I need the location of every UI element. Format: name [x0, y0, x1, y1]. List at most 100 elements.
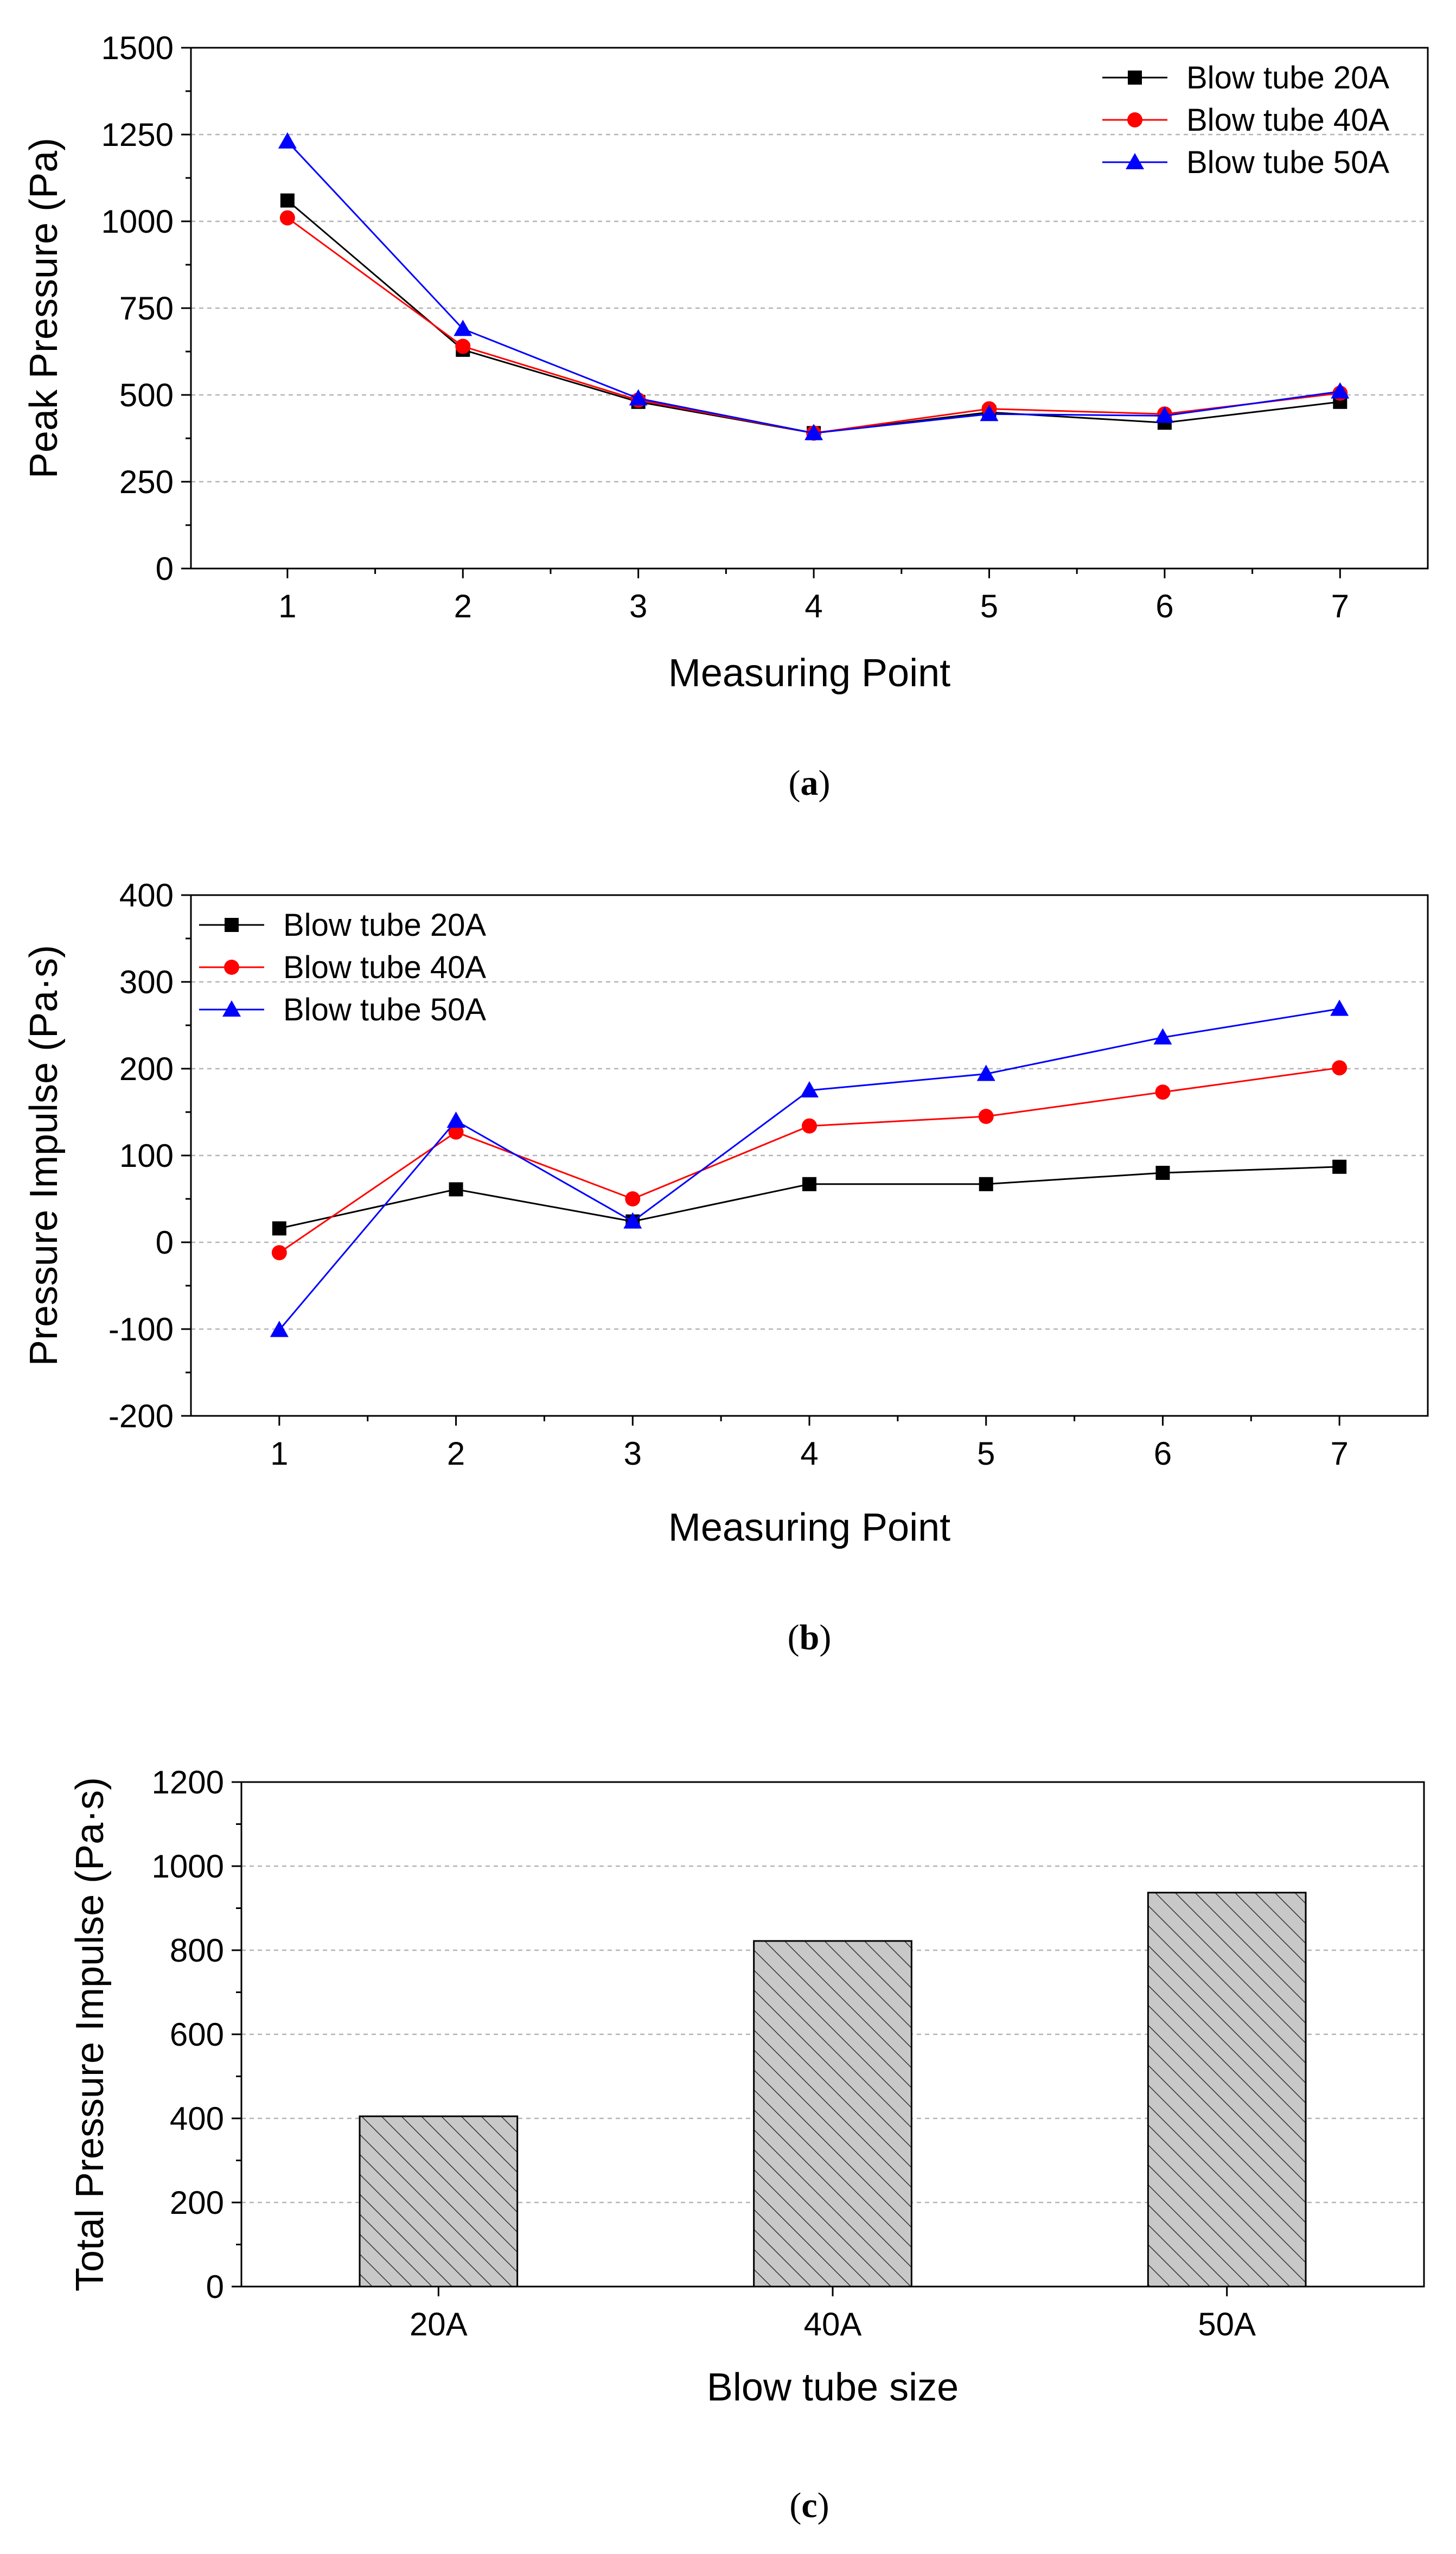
data-point: [1330, 999, 1349, 1016]
y-tick-label: 1250: [101, 117, 174, 153]
panel-caption: (b): [788, 1618, 832, 1657]
data-point: [976, 1064, 995, 1081]
x-tick-label: 5: [980, 588, 998, 624]
data-point: [449, 1182, 463, 1197]
x-axis-title: Measuring Point: [668, 652, 950, 695]
legend: Blow tube 20A Blow tube 40A Blow tube 50A: [1102, 60, 1389, 180]
x-tick-label: 6: [1154, 1435, 1172, 1472]
x-tick-label: 40A: [804, 2306, 862, 2342]
data-point: [271, 1245, 287, 1261]
series-blow-tube-40a: [279, 210, 1348, 441]
data-point: [280, 193, 295, 208]
panel-caption: (c): [789, 2486, 829, 2525]
data-point: [629, 389, 648, 406]
x-tick-label: 4: [804, 588, 822, 624]
legend-label: Blow tube 40A: [283, 950, 486, 985]
data-point: [1332, 1060, 1348, 1076]
y-tick-label: 1500: [101, 30, 174, 66]
x-tick-label: 2: [447, 1435, 465, 1472]
series-line: [286, 217, 1340, 434]
series-blow-tube-50a: [278, 132, 1350, 440]
y-tick-label: 200: [119, 1051, 174, 1087]
legend: Blow tube 20A Blow tube 40A Blow tube 50A: [199, 908, 486, 1027]
y-tick-label: 1000: [101, 203, 174, 240]
legend-marker: [1126, 153, 1144, 169]
series-blow-tube-40a: [271, 1060, 1348, 1261]
data-point: [800, 1081, 819, 1097]
y-tick-label: 400: [119, 877, 174, 914]
data-point: [1331, 382, 1350, 399]
x-tick-label: 7: [1331, 588, 1349, 624]
data-point: [623, 1212, 642, 1229]
plot-frame: [190, 47, 1429, 570]
data-point: [979, 1177, 993, 1191]
data-point: [980, 405, 999, 422]
data-point: [804, 424, 823, 440]
y-tick-label: 200: [170, 2185, 224, 2221]
x-tick-label: 6: [1155, 588, 1173, 624]
y-tick-label: 500: [119, 377, 174, 413]
legend-marker: [225, 918, 239, 932]
y-axis-title: Peak Pressure (Pa): [22, 138, 66, 478]
legend-label: Blow tube 40A: [1186, 103, 1389, 138]
data-point: [446, 1112, 465, 1128]
y-tick-label: 400: [170, 2100, 224, 2137]
y-tick-label: 0: [156, 1224, 174, 1261]
data-point: [1155, 406, 1174, 423]
data-point: [272, 1221, 286, 1236]
bar-50A: [1147, 1892, 1307, 2288]
bar-20A: [359, 2115, 519, 2288]
x-tick-label: 7: [1330, 1435, 1348, 1472]
x-tick-label: 1: [270, 1435, 288, 1472]
data-point: [1153, 1028, 1172, 1045]
x-tick-label: 20A: [410, 2306, 468, 2342]
y-tick-label: 800: [170, 1932, 224, 1969]
series-blow-tube-50a: [270, 999, 1349, 1337]
data-point: [1155, 1084, 1171, 1100]
data-point: [802, 1118, 817, 1134]
y-tick-label: 300: [119, 964, 174, 1000]
caption-letter: a: [801, 763, 819, 803]
legend-marker: [1127, 112, 1142, 127]
legend-label: Blow tube 20A: [1186, 60, 1389, 95]
y-tick-label: 750: [119, 290, 174, 327]
x-axis-title: Blow tube size: [707, 2366, 959, 2409]
series-blow-tube-20a: [272, 1159, 1347, 1236]
data-point: [448, 1124, 464, 1140]
series-line: [279, 1166, 1340, 1229]
caption-letter: b: [800, 1618, 820, 1657]
data-point: [279, 210, 295, 226]
series-line: [278, 1008, 1340, 1331]
data-point: [978, 1109, 994, 1124]
x-tick-label: 3: [629, 588, 647, 624]
legend-label: Blow tube 20A: [283, 908, 486, 943]
y-axis-title: Pressure Impulse (Pa·s): [22, 945, 66, 1366]
data-point: [1332, 1159, 1347, 1174]
y-tick-label: 250: [119, 464, 174, 500]
chart-b: -200 -100 0 100 200 300 400 1 2 3 4 5 6 7 Blow tube 20…: [22, 877, 1429, 1657]
data-point: [802, 1177, 816, 1191]
series-line: [286, 200, 1340, 434]
x-axis-title: Measuring Point: [668, 1506, 950, 1549]
y-tick-label: -200: [108, 1398, 174, 1434]
y-tick-label: 100: [119, 1138, 174, 1174]
series-line: [286, 141, 1340, 434]
legend-label: Blow tube 50A: [283, 992, 486, 1027]
caption-letter: c: [801, 2486, 817, 2525]
y-tick-label: 600: [170, 2016, 224, 2053]
y-axis-title: Total Pressure Impulse (Pa·s): [68, 1777, 112, 2291]
x-tick-label: 3: [624, 1435, 642, 1472]
x-tick-label: 50A: [1198, 2306, 1256, 2342]
panel-caption: (a): [789, 763, 831, 803]
data-point: [1155, 1166, 1170, 1180]
legend-label: Blow tube 50A: [1186, 145, 1389, 180]
data-point: [270, 1320, 289, 1337]
y-tick-label: 0: [156, 551, 174, 587]
y-tick-label: -100: [108, 1311, 174, 1348]
legend-marker: [1128, 71, 1142, 85]
data-point: [455, 339, 471, 354]
data-point: [278, 132, 297, 149]
data-point: [454, 320, 472, 336]
bar-40A: [753, 1940, 912, 2288]
